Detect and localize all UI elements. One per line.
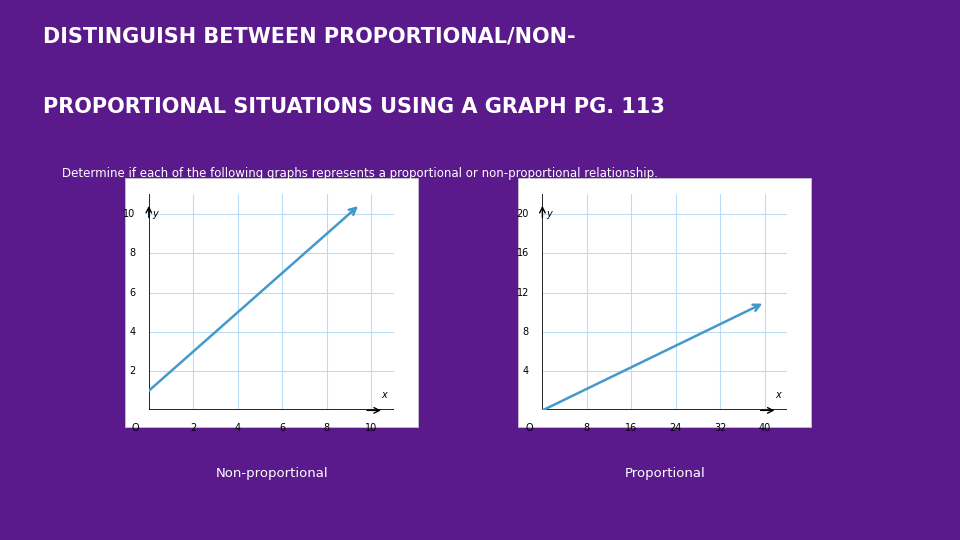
- Text: 8: 8: [523, 327, 529, 337]
- Text: 2: 2: [129, 366, 135, 376]
- Text: Non-proportional: Non-proportional: [215, 467, 328, 480]
- Text: O: O: [132, 423, 139, 434]
- Text: 4: 4: [523, 366, 529, 376]
- Text: y: y: [153, 210, 158, 219]
- Text: 16: 16: [625, 423, 637, 434]
- Text: DISTINGUISH BETWEEN PROPORTIONAL/NON-: DISTINGUISH BETWEEN PROPORTIONAL/NON-: [43, 27, 576, 47]
- Text: 4: 4: [235, 423, 241, 434]
- Text: y: y: [546, 210, 552, 219]
- Text: x: x: [775, 389, 780, 400]
- Text: 6: 6: [279, 423, 285, 434]
- Text: 8: 8: [130, 248, 135, 258]
- Text: 8: 8: [324, 423, 330, 434]
- Text: 6: 6: [130, 288, 135, 298]
- Text: O: O: [525, 423, 533, 434]
- Text: 8: 8: [584, 423, 590, 434]
- Text: PROPORTIONAL SITUATIONS USING A GRAPH PG. 113: PROPORTIONAL SITUATIONS USING A GRAPH PG…: [43, 97, 665, 117]
- Text: 20: 20: [516, 209, 529, 219]
- Text: 24: 24: [670, 423, 683, 434]
- Text: 12: 12: [516, 288, 529, 298]
- Text: x: x: [381, 389, 387, 400]
- Text: 4: 4: [130, 327, 135, 337]
- Text: 16: 16: [516, 248, 529, 258]
- Text: Proportional: Proportional: [625, 467, 706, 480]
- Text: 2: 2: [190, 423, 197, 434]
- Text: 10: 10: [365, 423, 377, 434]
- Text: Determine if each of the following graphs represents a proportional or non-propo: Determine if each of the following graph…: [62, 167, 659, 180]
- Text: 40: 40: [758, 423, 771, 434]
- Text: 32: 32: [714, 423, 727, 434]
- Text: 10: 10: [123, 209, 135, 219]
